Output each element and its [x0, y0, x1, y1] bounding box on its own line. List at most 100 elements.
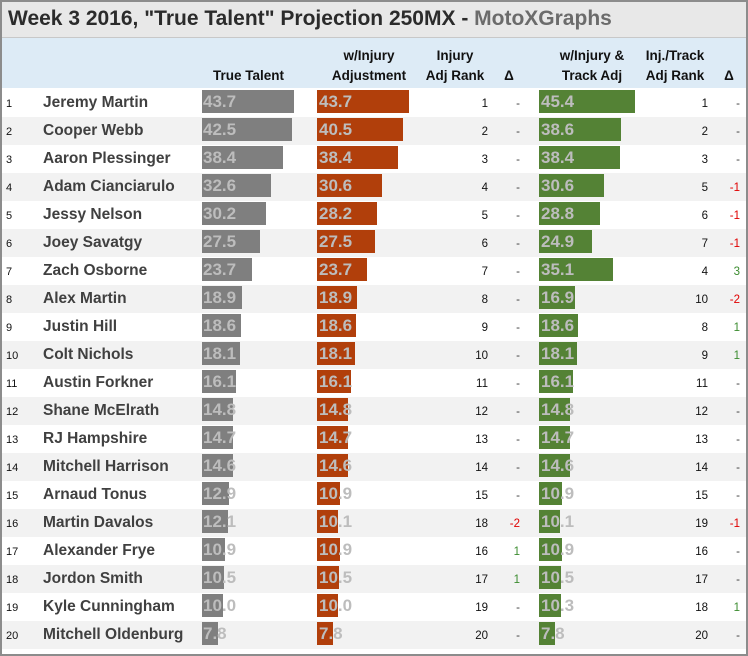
injury-adj-bar	[317, 174, 382, 197]
injury-adj-rank: 13	[475, 434, 488, 446]
track-adj-rank: 2	[701, 126, 708, 138]
track-adj-rank: 19	[695, 518, 708, 530]
injury-adj-bar	[317, 314, 357, 337]
row-number: 13	[6, 434, 19, 446]
track-adj-value: 38.6	[541, 120, 575, 139]
true-talent-bar	[202, 202, 266, 225]
injury-adj-bar	[317, 566, 340, 589]
injury-rank-delta: 1	[513, 574, 520, 586]
table-row: 8 Alex Martin 18.9 18.9 8 - 16.9 10 -2	[2, 285, 746, 313]
table-row: 13 RJ Hampshire 14.7 14.7 13 - 14.7 13 -	[2, 425, 746, 453]
track-adj-value: 14.7	[541, 428, 575, 447]
track-adj-rank: 7	[701, 238, 708, 250]
rider-name: Zach Osborne	[43, 262, 148, 279]
injury-adj-rank: 5	[481, 210, 488, 222]
header-injury-rank-line1: Injury	[436, 48, 474, 63]
track-adj-value: 45.4	[541, 92, 575, 111]
header-track-adj-line2: Track Adj	[561, 68, 623, 83]
header-delta-1: Δ	[504, 68, 514, 83]
track-adj-value: 16.9	[541, 288, 575, 307]
track-rank-delta: -	[736, 490, 740, 502]
injury-rank-delta: -	[516, 490, 520, 502]
injury-adj-rank: 3	[481, 154, 488, 166]
injury-adj-rank: 7	[481, 266, 488, 278]
track-adj-value: 30.6	[541, 176, 575, 195]
title-brand: MotoXGraphs	[474, 7, 612, 30]
true-talent-bar	[202, 314, 242, 337]
track-adj-bar	[539, 286, 575, 309]
track-rank-delta: -1	[729, 518, 740, 530]
injury-adj-value: 18.1	[319, 344, 353, 363]
true-talent-value: 38.4	[203, 148, 237, 167]
track-adj-rank: 15	[695, 490, 708, 502]
table-row: 1 Jeremy Martin 43.7 43.7 1 - 45.4 1 -	[2, 89, 746, 117]
true-talent-bar	[202, 342, 241, 365]
track-adj-rank: 1	[701, 98, 708, 110]
injury-adj-bar	[317, 118, 403, 141]
true-talent-bar	[202, 118, 292, 141]
track-rank-delta: -1	[729, 238, 740, 250]
rider-name: Adam Cianciarulo	[43, 178, 175, 195]
track-adj-rank: 6	[701, 210, 708, 222]
true-talent-bar	[202, 426, 234, 449]
row-number: 8	[6, 294, 13, 306]
injury-adj-rank: 19	[475, 602, 488, 614]
track-adj-bar	[539, 90, 635, 113]
injury-adj-bar	[317, 594, 339, 617]
true-talent-bar	[202, 286, 242, 309]
injury-rank-delta: -	[516, 350, 520, 362]
track-adj-rank: 10	[695, 294, 708, 306]
injury-rank-delta: -	[516, 602, 520, 614]
track-adj-bar	[539, 314, 579, 337]
track-rank-delta: -1	[729, 182, 740, 194]
track-rank-delta: -	[736, 98, 740, 110]
rider-name: Aaron Plessinger	[43, 150, 171, 167]
injury-adj-value: 18.9	[319, 288, 353, 307]
rider-name: Shane McElrath	[43, 402, 160, 419]
track-adj-rank: 14	[695, 462, 708, 474]
track-rank-delta: 1	[733, 350, 740, 362]
true-talent-value: 12.1	[203, 512, 237, 531]
injury-adj-bar	[317, 622, 334, 645]
track-adj-bar	[539, 426, 571, 449]
track-adj-bar	[539, 146, 621, 169]
track-rank-delta: 1	[733, 322, 740, 334]
title-bar: Week 3 2016, "True Talent" Projection 25…	[2, 2, 746, 38]
injury-rank-delta: -	[516, 294, 520, 306]
track-adj-rank: 11	[696, 378, 708, 390]
table-row: 3 Aaron Plessinger 38.4 38.4 3 - 38.4 3 -	[2, 145, 746, 173]
track-adj-bar	[539, 202, 600, 225]
row-number: 2	[6, 126, 13, 138]
track-adj-bar	[539, 538, 563, 561]
table-row: 18 Jordon Smith 10.5 10.5 17 1 10.5 17 -	[2, 565, 746, 593]
track-adj-value: 10.9	[541, 540, 575, 559]
injury-rank-delta: -	[516, 98, 520, 110]
injury-rank-delta: -	[516, 266, 520, 278]
rider-name: Martin Davalos	[43, 514, 154, 531]
rider-name: Jordon Smith	[43, 570, 143, 587]
true-talent-value: 12.9	[203, 484, 237, 503]
chart-title: Week 3 2016, "True Talent" Projection 25…	[8, 7, 612, 31]
injury-adj-bar	[317, 398, 349, 421]
row-number: 10	[6, 350, 19, 362]
track-rank-delta: -1	[729, 210, 740, 222]
row-number: 1	[6, 98, 13, 110]
injury-adj-value: 28.2	[319, 204, 353, 223]
track-adj-bar	[539, 118, 621, 141]
injury-rank-delta: -	[516, 238, 520, 250]
rider-name: RJ Hampshire	[43, 430, 148, 447]
table-row: 19 Kyle Cunningham 10.0 10.0 19 - 10.3 18 1	[2, 593, 746, 621]
track-rank-delta: -	[736, 630, 740, 642]
injury-adj-rank: 18	[475, 518, 488, 530]
injury-adj-value: 10.1	[319, 512, 353, 531]
true-talent-value: 23.7	[203, 260, 237, 279]
injury-rank-delta: -	[516, 126, 520, 138]
track-adj-value: 10.5	[541, 568, 575, 587]
injury-adj-value: 14.6	[319, 456, 353, 475]
true-talent-value: 10.5	[203, 568, 237, 587]
injury-adj-rank: 15	[475, 490, 488, 502]
rider-name: Austin Forkner	[43, 374, 154, 391]
track-rank-delta: -	[736, 126, 740, 138]
header-track-rank-line2: Adj Rank	[645, 68, 705, 83]
rider-name: Jessy Nelson	[43, 206, 143, 223]
